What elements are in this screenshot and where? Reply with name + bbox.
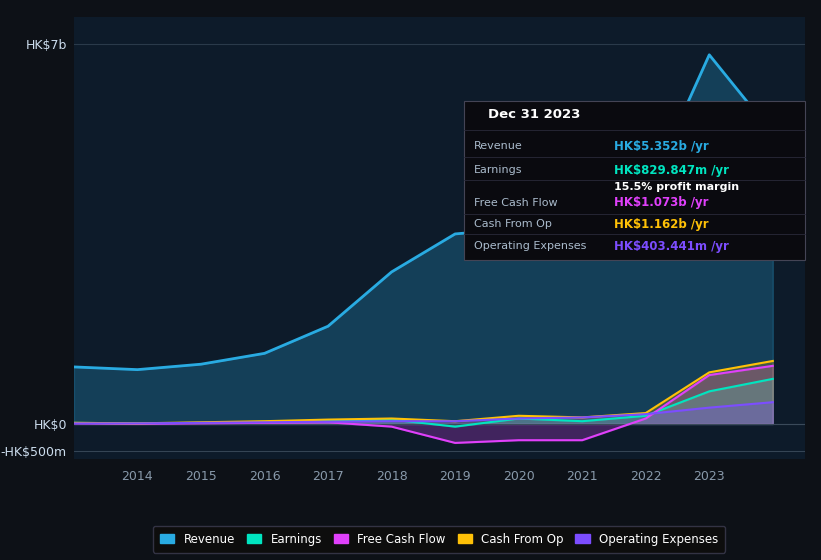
Text: Operating Expenses: Operating Expenses [474,241,586,251]
Text: HK$5.352b /yr: HK$5.352b /yr [614,140,709,153]
Text: HK$829.847m /yr: HK$829.847m /yr [614,164,729,177]
Text: 15.5% profit margin: 15.5% profit margin [614,182,739,192]
Text: Revenue: Revenue [474,141,523,151]
Legend: Revenue, Earnings, Free Cash Flow, Cash From Op, Operating Expenses: Revenue, Earnings, Free Cash Flow, Cash … [153,526,726,553]
Text: Cash From Op: Cash From Op [474,220,552,230]
Text: Earnings: Earnings [474,165,523,175]
Text: HK$403.441m /yr: HK$403.441m /yr [614,240,729,253]
Text: HK$1.162b /yr: HK$1.162b /yr [614,218,709,231]
Text: Dec 31 2023: Dec 31 2023 [488,108,581,120]
Text: Free Cash Flow: Free Cash Flow [474,198,557,208]
Text: HK$1.073b /yr: HK$1.073b /yr [614,197,709,209]
